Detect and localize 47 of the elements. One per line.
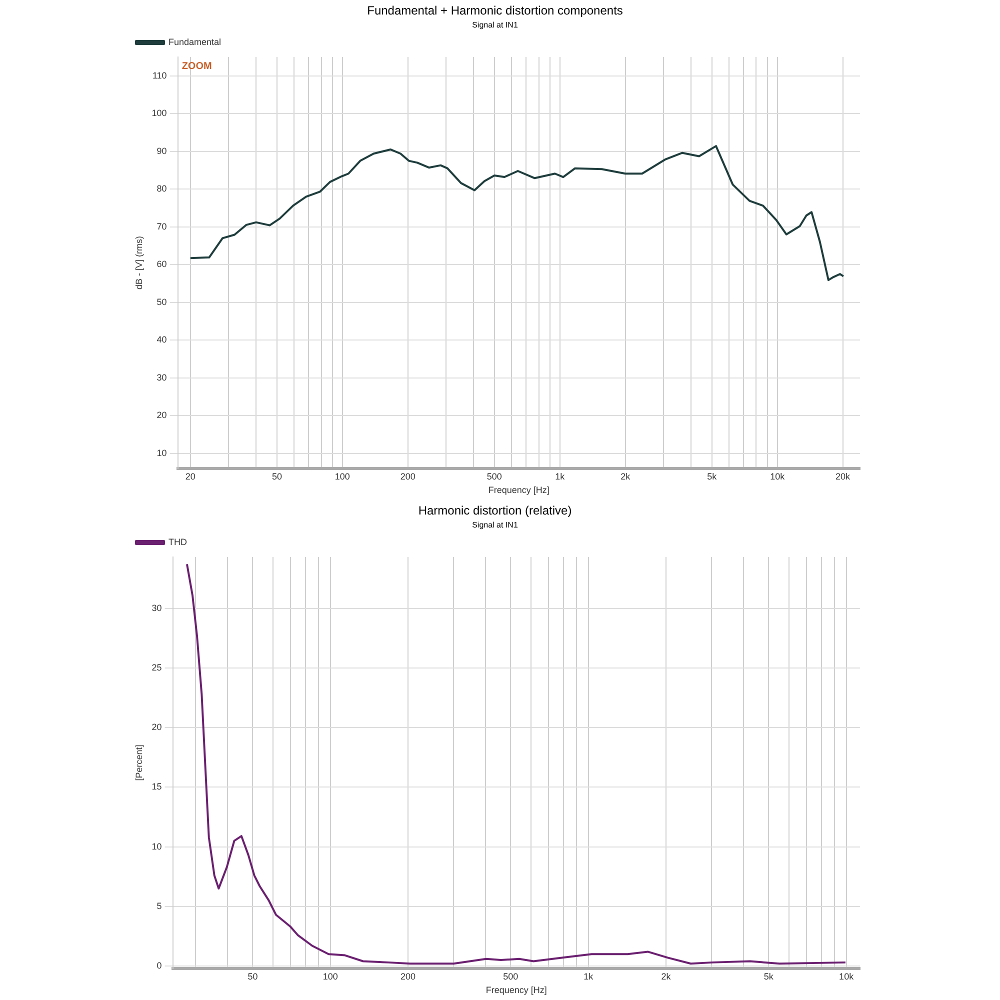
x-tick-label: 2k bbox=[620, 471, 631, 482]
chart-subtitle: Signal at IN1 bbox=[472, 20, 518, 30]
x-tick-label: 50 bbox=[248, 971, 258, 982]
y-tick-label: 30 bbox=[152, 602, 162, 613]
x-tick-label: 500 bbox=[486, 471, 502, 482]
x-tick-label: 5k bbox=[707, 471, 718, 482]
x-tick-label: 20k bbox=[836, 471, 851, 482]
x-axis-title: Frequency [Hz] bbox=[486, 985, 547, 996]
legend-label: Fundamental bbox=[168, 36, 222, 47]
y-tick-label: 10 bbox=[152, 841, 162, 852]
y-tick-label: 70 bbox=[156, 221, 167, 232]
x-tick-label: 20 bbox=[185, 471, 196, 482]
x-tick-label: 500 bbox=[503, 971, 518, 982]
y-tick-label: 0 bbox=[156, 960, 162, 970]
legend-label: THD bbox=[168, 536, 188, 547]
x-tick-label: 200 bbox=[400, 971, 416, 982]
x-tick-label: 50 bbox=[272, 471, 282, 482]
x-tick-label: 100 bbox=[322, 971, 338, 982]
x-tick-label: 100 bbox=[334, 471, 350, 482]
y-tick-label: 20 bbox=[156, 410, 167, 420]
y-tick-label: 50 bbox=[156, 296, 167, 307]
y-tick-label: 5 bbox=[156, 900, 162, 911]
x-tick-label: 10k bbox=[770, 471, 786, 482]
x-tick-label: 10k bbox=[839, 971, 854, 982]
x-tick-label: 1k bbox=[584, 971, 594, 982]
y-tick-label: 15 bbox=[152, 782, 162, 792]
y-tick-label: 25 bbox=[152, 662, 162, 672]
y-tick-label: 40 bbox=[156, 334, 167, 345]
y-tick-label: 100 bbox=[152, 108, 167, 118]
y-tick-label: 110 bbox=[152, 70, 167, 80]
y-tick-label: 60 bbox=[156, 259, 167, 270]
x-tick-label: 5k bbox=[764, 971, 774, 982]
chart-title: Fundamental + Harmonic distortion components bbox=[367, 4, 623, 18]
x-axis-title: Frequency [Hz] bbox=[488, 485, 550, 496]
chart-subtitle: Signal at IN1 bbox=[472, 520, 518, 530]
y-tick-label: 10 bbox=[156, 448, 167, 458]
x-tick-label: 1k bbox=[555, 471, 566, 482]
y-tick-label: 20 bbox=[152, 722, 162, 732]
y-tick-label: 80 bbox=[156, 184, 167, 194]
y-axis-title: dB - [V] (rms) bbox=[134, 236, 144, 290]
y-axis-title: [Percent] bbox=[134, 744, 144, 781]
y-tick-label: 30 bbox=[156, 372, 167, 382]
x-tick-label: 200 bbox=[400, 471, 416, 482]
annotation: ZOOM bbox=[182, 60, 212, 72]
x-tick-label: 2k bbox=[661, 971, 672, 982]
y-tick-label: 90 bbox=[156, 146, 167, 156]
chart-title: Harmonic distortion (relative) bbox=[418, 504, 572, 518]
